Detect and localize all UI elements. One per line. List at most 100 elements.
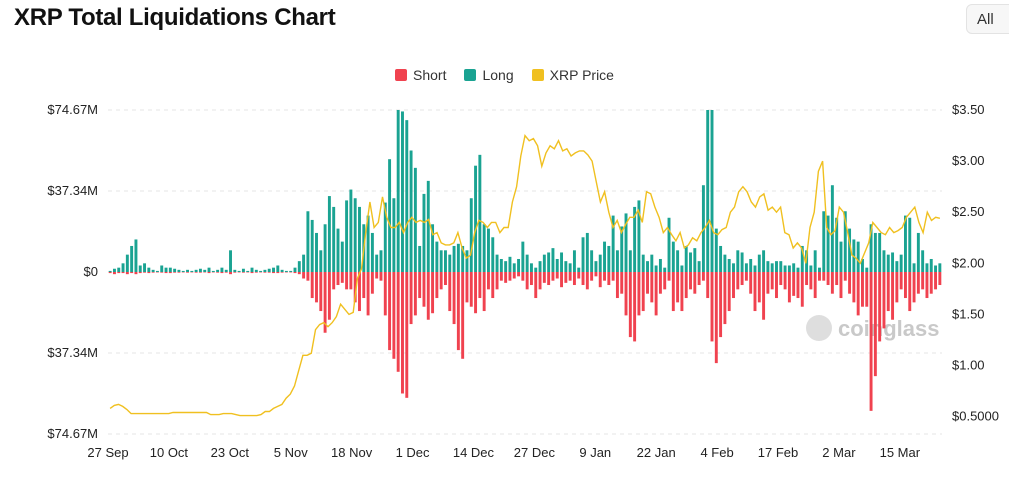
long-bar bbox=[461, 245, 465, 272]
short-bar bbox=[448, 272, 452, 312]
long-bar bbox=[486, 228, 490, 272]
short-bar bbox=[297, 272, 301, 275]
short-bar bbox=[633, 272, 637, 342]
short-bar bbox=[749, 272, 753, 294]
short-bar bbox=[744, 272, 748, 281]
long-bar bbox=[775, 261, 778, 272]
long-bar bbox=[693, 248, 697, 272]
long-bar bbox=[448, 254, 452, 272]
short-bar bbox=[590, 272, 594, 281]
x-tick-label: 18 Nov bbox=[331, 445, 373, 460]
long-bar bbox=[873, 232, 877, 272]
short-bar bbox=[134, 272, 138, 275]
price-layer bbox=[109, 134, 941, 417]
long-bar bbox=[177, 269, 181, 272]
long-bar bbox=[396, 110, 400, 272]
x-tick-label: 27 Dec bbox=[514, 445, 556, 460]
long-bar bbox=[418, 245, 422, 272]
range-select[interactable]: All bbox=[966, 4, 1009, 34]
short-bar bbox=[521, 272, 525, 281]
long-bar bbox=[766, 261, 770, 272]
short-bar bbox=[168, 272, 172, 274]
long-bar bbox=[474, 165, 478, 272]
long-bar bbox=[340, 241, 344, 272]
x-tick-label: 1 Dec bbox=[396, 445, 430, 460]
short-bar bbox=[706, 272, 710, 299]
long-bar bbox=[792, 263, 796, 272]
long-bar bbox=[383, 202, 387, 272]
short-bar bbox=[938, 272, 942, 286]
long-bar bbox=[186, 269, 189, 272]
short-bar bbox=[108, 272, 112, 274]
short-bar bbox=[267, 272, 271, 273]
long-bar bbox=[444, 250, 447, 272]
short-bar bbox=[280, 272, 284, 273]
long-bar bbox=[233, 269, 237, 272]
long-bar bbox=[822, 211, 826, 272]
legend-item-long[interactable]: Long bbox=[464, 67, 514, 83]
short-bar bbox=[714, 272, 718, 364]
long-bar bbox=[925, 263, 929, 272]
left-tick-label: $74.67M bbox=[47, 102, 98, 117]
short-bar bbox=[916, 272, 920, 294]
long-bar bbox=[315, 232, 318, 272]
long-bar bbox=[267, 268, 271, 272]
short-bar bbox=[469, 272, 473, 307]
long-bar bbox=[585, 232, 589, 272]
left-tick-label: $37.34M bbox=[47, 345, 98, 360]
long-bar bbox=[521, 241, 525, 272]
short-bar bbox=[383, 272, 387, 316]
long-bar bbox=[865, 267, 869, 272]
short-bar bbox=[366, 272, 370, 316]
short-bar bbox=[779, 272, 783, 286]
legend-item-short[interactable]: Short bbox=[395, 67, 446, 83]
long-bar bbox=[861, 258, 864, 272]
short-bar bbox=[362, 272, 366, 299]
short-bar bbox=[143, 272, 147, 273]
long-bar bbox=[495, 254, 499, 272]
long-bar bbox=[336, 228, 340, 272]
short-bar bbox=[568, 272, 572, 281]
long-bar bbox=[319, 250, 323, 272]
long-bar bbox=[250, 267, 254, 272]
short-bar bbox=[495, 272, 499, 290]
short-bar bbox=[439, 272, 443, 290]
long-bar bbox=[753, 265, 757, 272]
long-bar bbox=[130, 245, 134, 272]
long-bar bbox=[714, 228, 718, 272]
long-bar bbox=[671, 241, 675, 272]
long-bar bbox=[611, 215, 615, 272]
short-bar bbox=[856, 272, 860, 316]
x-tick-label: 23 Oct bbox=[211, 445, 250, 460]
long-bar bbox=[310, 219, 314, 272]
short-bar bbox=[899, 272, 903, 290]
long-bar bbox=[452, 245, 456, 272]
right-axis: $3.50 $3.00 $2.50 $2.00 $1.50 $1.00 $0.5000 bbox=[952, 102, 999, 424]
long-bar bbox=[525, 254, 529, 272]
long-bar bbox=[667, 217, 671, 272]
long-bar bbox=[826, 215, 830, 272]
short-bar bbox=[572, 272, 576, 286]
watermark-text: coinglass bbox=[838, 316, 939, 341]
short-bar bbox=[177, 272, 181, 273]
x-tick-label: 15 Mar bbox=[880, 445, 921, 460]
long-bar bbox=[607, 245, 611, 272]
short-bar bbox=[551, 272, 555, 281]
long-bar bbox=[663, 267, 667, 272]
long-bar bbox=[560, 252, 564, 272]
short-bar bbox=[332, 272, 336, 290]
short-bar bbox=[452, 272, 456, 325]
short-bar bbox=[340, 272, 344, 283]
long-bar bbox=[263, 269, 267, 272]
long-bar bbox=[284, 270, 288, 272]
legend-item-price[interactable]: XRP Price bbox=[531, 67, 614, 83]
short-bar bbox=[861, 272, 864, 307]
left-tick-label: $0 bbox=[84, 264, 98, 279]
long-bar bbox=[280, 269, 284, 272]
short-bar bbox=[805, 272, 809, 286]
long-bar bbox=[198, 268, 202, 272]
long-bar bbox=[710, 110, 714, 272]
long-bar bbox=[173, 268, 177, 272]
long-bar bbox=[813, 250, 817, 272]
